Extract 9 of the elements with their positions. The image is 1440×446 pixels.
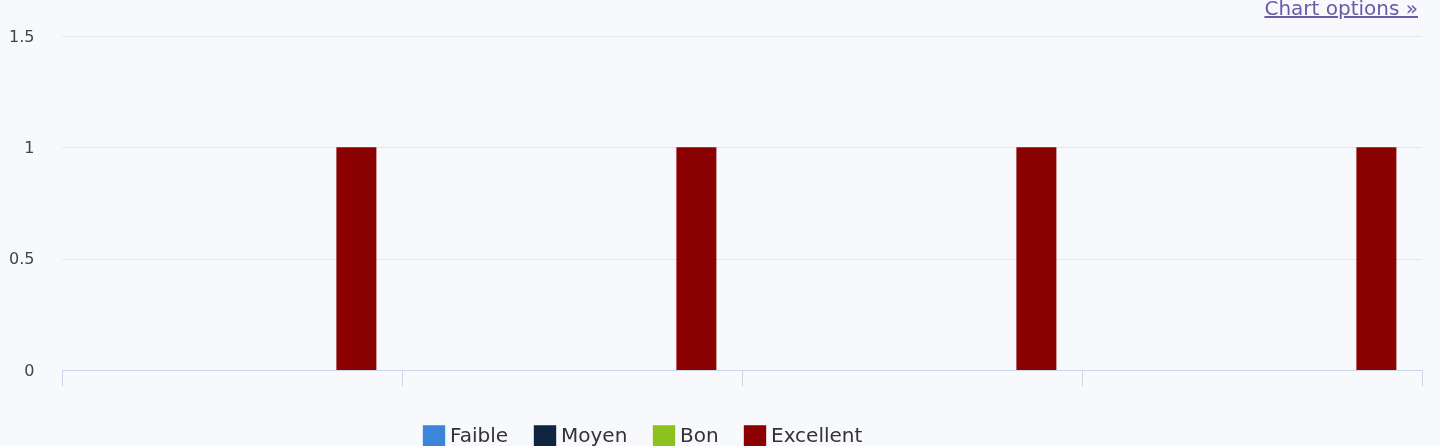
legend-label: Faible — [450, 423, 509, 446]
y-tick-label: 1 — [24, 137, 35, 157]
y-tick-label: 1.5 — [9, 26, 35, 46]
legend-label: Moyen — [561, 423, 628, 446]
legend-label: Excellent — [771, 423, 863, 446]
text: Chart options » — [1264, 0, 1418, 20]
legend-label: Bon — [680, 423, 719, 446]
y-tick-label: 0.5 — [9, 249, 35, 269]
y-tick-label: 0 — [24, 360, 35, 380]
